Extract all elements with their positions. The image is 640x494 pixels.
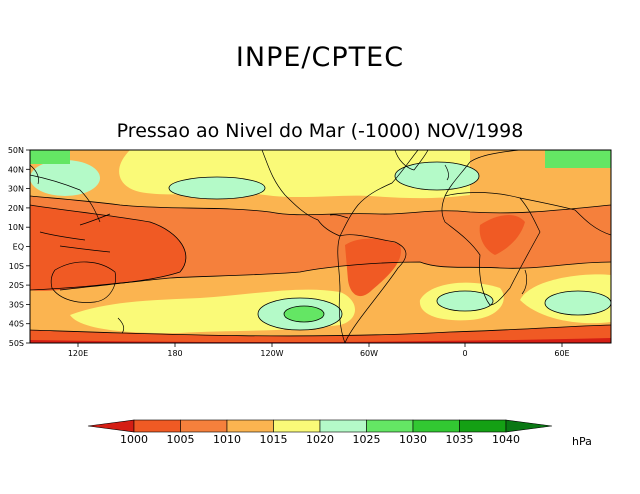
british-isles: [444, 164, 449, 181]
colorbar-low-arrow: [87, 419, 135, 433]
band-1005-1010-southern-ocean: [30, 325, 611, 343]
colorbar-segment: [319, 419, 367, 433]
colorbar-segment: [226, 419, 274, 433]
siberian-high-core: [30, 150, 70, 164]
colorbar-level-label: 1005: [167, 433, 195, 446]
maritime-continent: [39, 213, 111, 253]
colorbar-segment: [459, 419, 507, 433]
south-atlantic-high: [437, 291, 493, 311]
lat-label: EQ: [13, 243, 24, 252]
lat-label: 30S: [9, 300, 24, 309]
map-title: Pressao ao Nivel do Mar (-1000) NOV/1998: [116, 120, 524, 142]
colorbar-level-label: 1015: [260, 433, 288, 446]
asian-high-core: [545, 150, 611, 168]
colorbar-level-label: 1000: [120, 433, 148, 446]
colorbar-level-label: 1020: [306, 433, 334, 446]
japan: [30, 164, 39, 185]
lon-label: 180: [167, 349, 182, 358]
colorbar-level-label: 1030: [399, 433, 427, 446]
lon-label: 120E: [68, 349, 88, 358]
madagascar: [521, 269, 528, 295]
colorbar: 1000 1005 1010 1015 1020 1025 1030 1035 …: [87, 419, 592, 448]
colorbar-level-label: 1040: [492, 433, 520, 446]
lat-label: 10S: [9, 262, 24, 271]
lat-label: 40N: [8, 165, 24, 174]
south-america-coast: [337, 234, 407, 343]
colorbar-level-label: 1025: [353, 433, 381, 446]
lat-label: 20S: [9, 281, 24, 290]
lat-label: 50N: [8, 146, 24, 155]
band-1000-1005-southern-ocean: [30, 338, 611, 343]
eurasia-coast: [30, 150, 611, 236]
caribbean: [329, 214, 349, 219]
north-pacific-high: [169, 177, 265, 199]
band-1005-1010-africa: [479, 214, 525, 255]
lon-label: 120W: [260, 349, 283, 358]
lat-label: 10N: [8, 223, 24, 232]
coastlines: [30, 150, 611, 343]
siberian-high-west: [30, 160, 100, 196]
org-title: INPE/CPTEC: [235, 42, 405, 73]
colorbar-high-arrow: [505, 419, 553, 433]
greenland: [394, 150, 429, 171]
lon-label: 60W: [360, 349, 378, 358]
lat-label: 20N: [8, 204, 24, 213]
lon-label: 0: [462, 349, 467, 358]
colorbar-unit: hPa: [572, 435, 592, 448]
isobar-lines: [30, 161, 611, 337]
lat-label: 50S: [9, 339, 24, 348]
colorbar-segment: [133, 419, 181, 433]
lon-label: 60E: [554, 349, 569, 358]
band-1005-1010-indopacific: [30, 205, 186, 291]
lat-label: 30N: [8, 185, 24, 194]
colorbar-level-label: 1010: [213, 433, 241, 446]
colorbar-segment: [412, 419, 460, 433]
pressure-field: [30, 150, 611, 343]
colorbar-segment: [273, 419, 321, 433]
mascarene-high: [545, 291, 611, 315]
colorbar-segment: [180, 419, 228, 433]
south-pacific-high-core: [284, 306, 324, 322]
colorbar-segment: [366, 419, 414, 433]
lat-axis: 50N 40N 30N 20N 10N EQ 10S 20S 30S 40S 5…: [8, 146, 30, 348]
australia-coast: [50, 261, 116, 303]
lon-axis: 120E 180 120W 60W 0 60E: [68, 343, 570, 358]
lat-label: 40S: [9, 320, 24, 329]
new-zealand: [117, 317, 124, 334]
band-1005-1010-southamerica: [345, 238, 401, 297]
colorbar-level-label: 1035: [446, 433, 474, 446]
azores-high: [395, 162, 479, 190]
